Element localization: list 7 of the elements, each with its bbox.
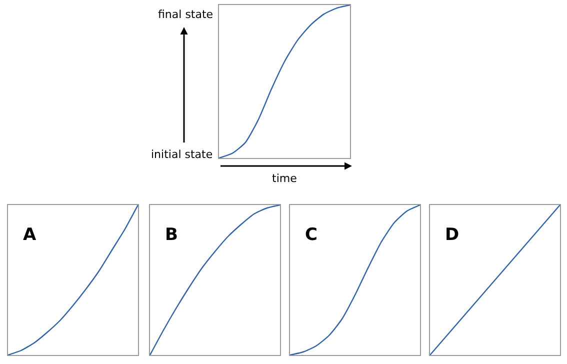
text: D <box>445 225 460 245</box>
text: initial state <box>151 148 213 161</box>
text: B <box>165 225 178 245</box>
text: C <box>305 225 318 245</box>
x-axis-title: time <box>272 172 298 185</box>
text: A <box>23 225 37 245</box>
text: final state <box>158 8 214 21</box>
